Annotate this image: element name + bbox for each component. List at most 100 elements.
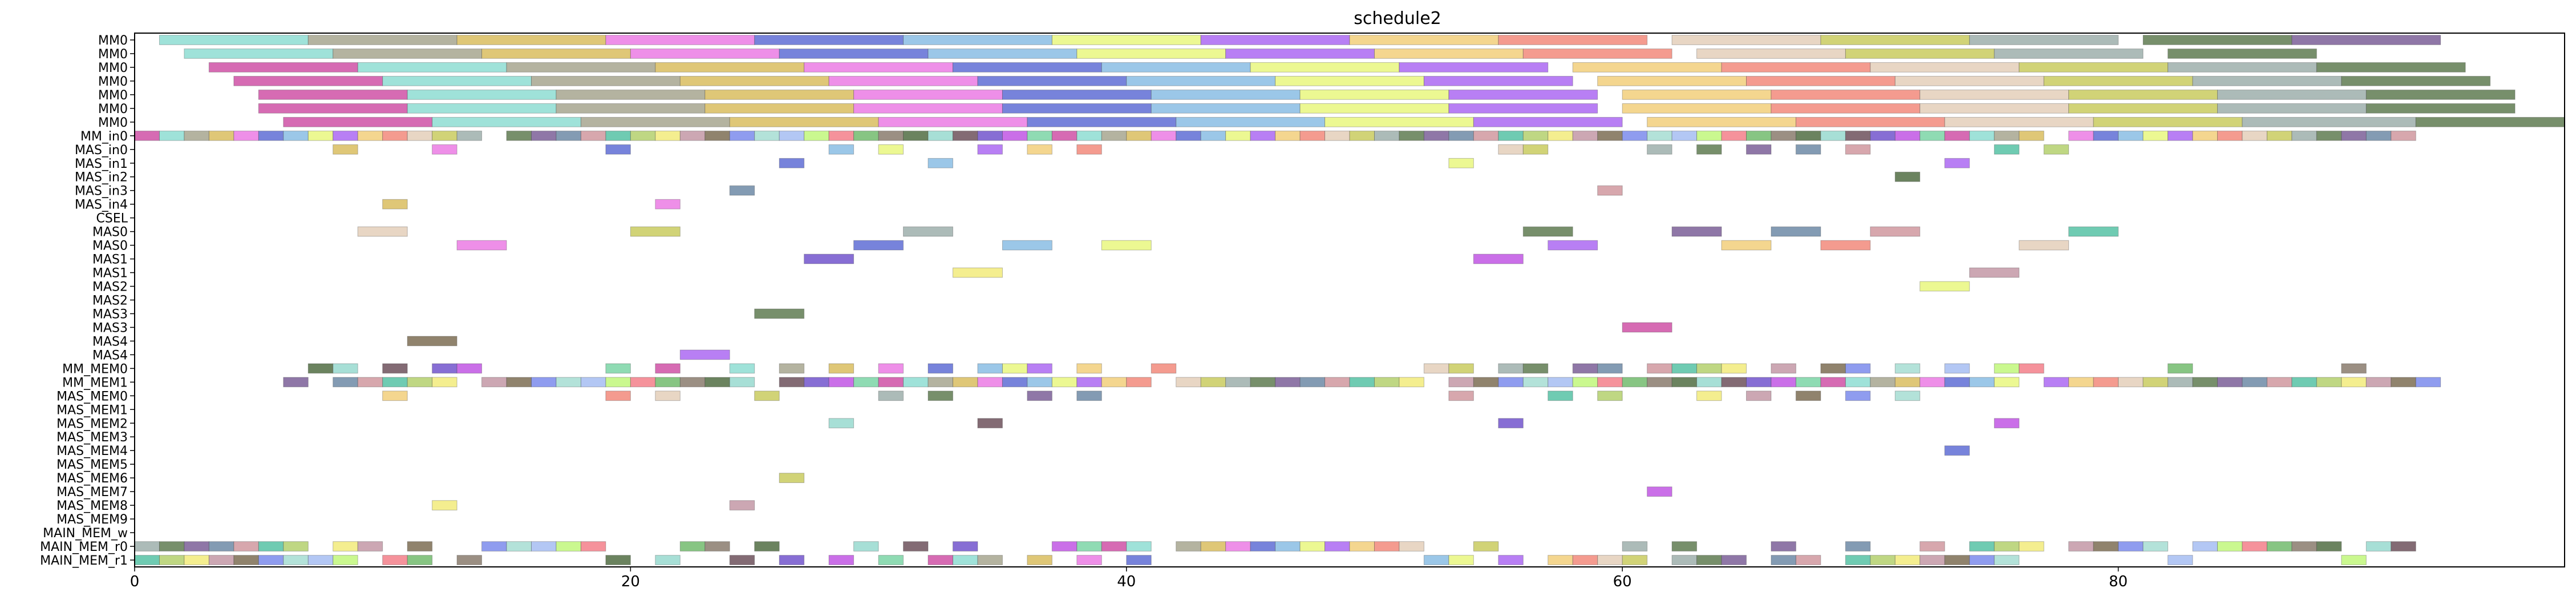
task-bar bbox=[1275, 541, 1301, 551]
task-bar bbox=[1870, 62, 2020, 73]
task-bar bbox=[1845, 390, 1871, 401]
task-bar bbox=[903, 226, 953, 237]
task-bar bbox=[1870, 555, 1895, 565]
task-bar bbox=[927, 49, 1078, 59]
task-bar bbox=[456, 555, 483, 565]
task-bar bbox=[977, 555, 1003, 565]
task-bar bbox=[1696, 363, 1722, 374]
task-bar bbox=[233, 555, 259, 565]
task-bar bbox=[1696, 390, 1722, 401]
task-bar bbox=[1200, 541, 1226, 551]
task-bar bbox=[531, 541, 557, 551]
y-tick-label: MAS_in0 bbox=[75, 143, 128, 158]
task-bar bbox=[333, 363, 358, 374]
task-bar bbox=[1671, 226, 1722, 237]
task-bar bbox=[1151, 363, 1177, 374]
x-tick-label: 0 bbox=[130, 573, 140, 590]
task-bar bbox=[184, 541, 209, 551]
task-bar bbox=[1448, 390, 1474, 401]
task-bar bbox=[903, 541, 929, 551]
y-tick-label: MAS1 bbox=[92, 253, 128, 267]
task-bar bbox=[754, 390, 780, 401]
task-bar bbox=[1126, 555, 1152, 565]
task-bar bbox=[208, 130, 234, 141]
task-bar bbox=[1919, 103, 2069, 114]
task-bar bbox=[1919, 555, 1945, 565]
task-bar bbox=[655, 555, 681, 565]
task-bar bbox=[605, 363, 631, 374]
task-bar bbox=[1597, 185, 1623, 196]
y-tick-label: MAIN_MEM_r1 bbox=[40, 554, 128, 568]
task-bar bbox=[407, 555, 433, 565]
task-bar bbox=[2316, 130, 2342, 141]
task-bar bbox=[1969, 377, 1995, 388]
task-bar bbox=[1572, 555, 1598, 565]
task-bar bbox=[382, 390, 408, 401]
task-bar bbox=[1696, 555, 1722, 565]
task-bar bbox=[952, 555, 978, 565]
task-bar bbox=[804, 253, 854, 264]
task-bar bbox=[159, 130, 185, 141]
task-bar bbox=[2415, 116, 2565, 127]
task-bar bbox=[2341, 130, 2367, 141]
task-bar bbox=[1647, 377, 1672, 388]
task-bar bbox=[1994, 144, 2020, 155]
task-bar bbox=[679, 377, 706, 388]
task-bar bbox=[2366, 103, 2516, 114]
y-tick-label: CSEL bbox=[96, 212, 128, 226]
task-bar bbox=[1647, 363, 1672, 374]
y-tick-label: MM0 bbox=[98, 88, 128, 103]
y-tick-label: MM0 bbox=[98, 47, 128, 62]
task-bar bbox=[853, 541, 879, 551]
y-tick-label: MAS_MEM5 bbox=[56, 458, 128, 472]
task-bar bbox=[506, 62, 656, 73]
task-bar bbox=[1374, 541, 1400, 551]
task-bar bbox=[456, 35, 606, 45]
task-bar bbox=[903, 130, 929, 141]
task-bar bbox=[2068, 226, 2119, 237]
task-bar bbox=[2167, 49, 2317, 59]
task-bar bbox=[1994, 418, 2020, 429]
task-bar bbox=[779, 130, 805, 141]
task-bar bbox=[2043, 377, 2069, 388]
y-tick-label: MAS1 bbox=[92, 267, 128, 281]
task-bar bbox=[1498, 144, 1524, 155]
task-bar bbox=[1399, 541, 1424, 551]
task-bar bbox=[1522, 226, 1573, 237]
task-bar bbox=[878, 390, 904, 401]
task-bar bbox=[1349, 35, 1499, 45]
task-bar bbox=[1845, 555, 1871, 565]
task-bar bbox=[1820, 240, 1871, 251]
x-tick-label: 80 bbox=[2109, 573, 2128, 590]
task-bar bbox=[481, 541, 507, 551]
task-bar bbox=[2142, 541, 2168, 551]
task-bar bbox=[878, 555, 904, 565]
task-bar bbox=[184, 130, 209, 141]
task-bar bbox=[754, 541, 780, 551]
task-bar bbox=[1894, 555, 1921, 565]
task-bar bbox=[2217, 377, 2243, 388]
task-bar bbox=[2093, 130, 2119, 141]
task-bar bbox=[184, 555, 209, 565]
task-bar bbox=[2242, 541, 2267, 551]
task-bar bbox=[1771, 226, 1821, 237]
task-bar bbox=[134, 130, 160, 141]
task-bar bbox=[1126, 76, 1276, 86]
task-bar bbox=[2068, 377, 2094, 388]
y-tick-label: MM0 bbox=[98, 116, 128, 130]
task-bar bbox=[679, 541, 706, 551]
task-bar bbox=[1894, 363, 1921, 374]
task-bar bbox=[1572, 377, 1598, 388]
task-bar bbox=[2366, 89, 2516, 100]
y-tick-label: MM0 bbox=[98, 102, 128, 116]
task-bar bbox=[977, 377, 1003, 388]
task-bar bbox=[307, 363, 334, 374]
task-bar bbox=[233, 541, 259, 551]
task-bar bbox=[1027, 555, 1052, 565]
task-bar bbox=[307, 130, 334, 141]
task-bar bbox=[2019, 541, 2044, 551]
task-bar bbox=[828, 130, 854, 141]
task-bar bbox=[2192, 130, 2218, 141]
task-bar bbox=[704, 130, 730, 141]
